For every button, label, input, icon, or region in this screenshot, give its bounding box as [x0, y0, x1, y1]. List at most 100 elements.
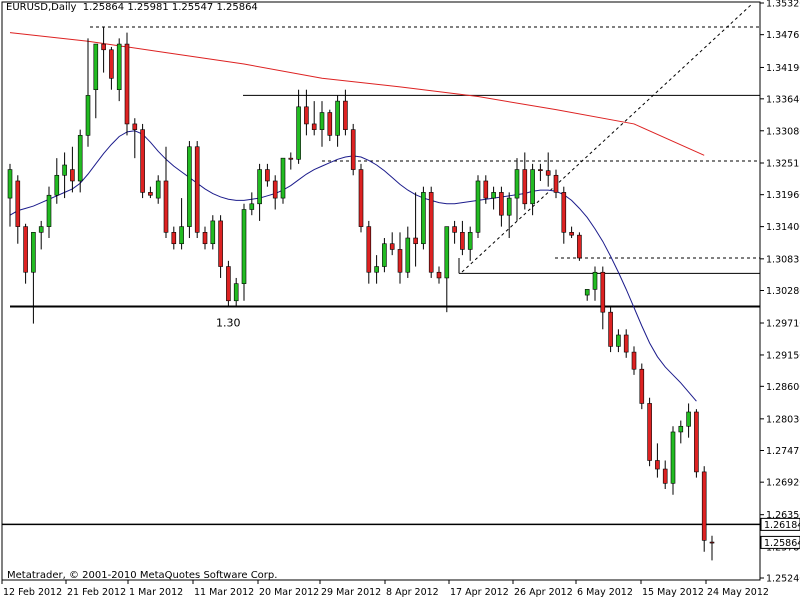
y-axis: 1.35320 1.34765 1.34190 1.33640 1.33080 1.325…: [760, 0, 800, 585]
candle-body: [257, 169, 262, 205]
candle-body: [701, 471, 707, 541]
x-tick-label: 24 May 2012: [707, 587, 769, 598]
candle-body: [491, 192, 496, 199]
candle-body: [397, 249, 403, 273]
candle: [202, 226, 208, 250]
candle-body: [148, 192, 153, 196]
candle: [444, 226, 450, 313]
y-tick-label: 1.31400: [766, 222, 800, 233]
candle: [647, 397, 652, 467]
candle-body: [155, 180, 161, 199]
ohlc-close: 1.25864: [216, 2, 258, 13]
candle: [226, 260, 231, 307]
candle: [678, 420, 684, 444]
candle: [514, 158, 520, 221]
candle-body: [77, 135, 83, 182]
candle: [171, 226, 177, 250]
candle: [241, 203, 247, 301]
candle-body: [54, 174, 60, 196]
candle-body: [116, 43, 122, 91]
ohlc-high: 1.25981: [127, 2, 169, 13]
candle-body: [319, 112, 325, 130]
candle-body: [483, 180, 489, 199]
candle: [311, 101, 317, 136]
ohlc-open: 1.25864: [82, 2, 125, 13]
candle-body: [15, 180, 21, 227]
ohlc-low: 1.25547: [171, 2, 214, 13]
candle-body: [101, 43, 106, 51]
candle: [280, 157, 286, 204]
candle-body: [694, 411, 699, 473]
candle: [319, 101, 325, 147]
candle: [616, 329, 621, 353]
y-tick-label: 1.32515: [766, 159, 800, 170]
candle: [389, 232, 395, 256]
candle: [54, 158, 60, 204]
y-tick-label: 1.28600: [766, 382, 800, 393]
candle: [701, 466, 707, 552]
candle: [93, 43, 99, 119]
candle-body: [561, 192, 567, 233]
candle: [296, 89, 301, 164]
candle-body: [678, 425, 684, 433]
candle-body: [514, 169, 520, 199]
candle-body: [202, 232, 208, 245]
candle: [304, 89, 309, 136]
y-tick-label: 1.33640: [766, 94, 800, 105]
candle: [584, 289, 590, 301]
candle-body: [670, 431, 676, 484]
candle: [257, 163, 262, 221]
candle: [116, 38, 122, 102]
candle-body: [413, 237, 418, 245]
x-tick-label: 8 Apr 2012: [386, 587, 439, 598]
candle: [62, 152, 67, 199]
candle-body: [655, 460, 660, 470]
candle-body: [343, 100, 348, 130]
candle: [608, 306, 613, 353]
candle: [405, 226, 411, 278]
last-price-tag: 1.25864: [760, 535, 800, 549]
candle: [428, 186, 434, 278]
symbol-timeframe: EURUSD,Daily: [6, 2, 77, 13]
candle: [179, 198, 184, 250]
current-level-tag-text: 1.26184: [764, 520, 800, 531]
candle-body: [31, 232, 36, 273]
candle-body: [85, 95, 91, 136]
y-tick-label: 1.31960: [766, 190, 800, 201]
candle: [46, 186, 52, 239]
candle-body: [249, 203, 255, 210]
candle-body: [444, 226, 450, 279]
plot-border: [1, 1, 761, 581]
candle: [7, 163, 13, 227]
candle-body: [288, 157, 294, 160]
candle: [343, 89, 348, 136]
candle-body: [389, 243, 395, 250]
candle: [366, 220, 372, 284]
candle-body: [265, 169, 270, 182]
candle-body: [639, 368, 645, 404]
candle: [335, 95, 340, 147]
candle-body: [62, 164, 67, 176]
candle-body: [506, 197, 512, 216]
candle: [374, 255, 379, 284]
candle: [382, 238, 387, 273]
candle: [140, 123, 145, 199]
candle-body: [23, 226, 28, 273]
candle: [210, 215, 216, 250]
candle: [709, 535, 715, 561]
candle: [670, 426, 676, 495]
candle-body: [616, 334, 621, 347]
candle-body: [38, 226, 44, 233]
candle: [38, 220, 44, 250]
candle: [467, 226, 473, 261]
candle: [545, 152, 551, 187]
candle-body: [577, 234, 582, 259]
candle: [686, 403, 691, 438]
candle-body: [46, 194, 52, 227]
candle: [272, 175, 278, 210]
candle: [194, 141, 200, 239]
candle: [23, 223, 28, 284]
candle: [483, 175, 489, 204]
candle-body: [553, 174, 559, 193]
x-tick-label: 12 Feb 2012: [3, 587, 62, 598]
